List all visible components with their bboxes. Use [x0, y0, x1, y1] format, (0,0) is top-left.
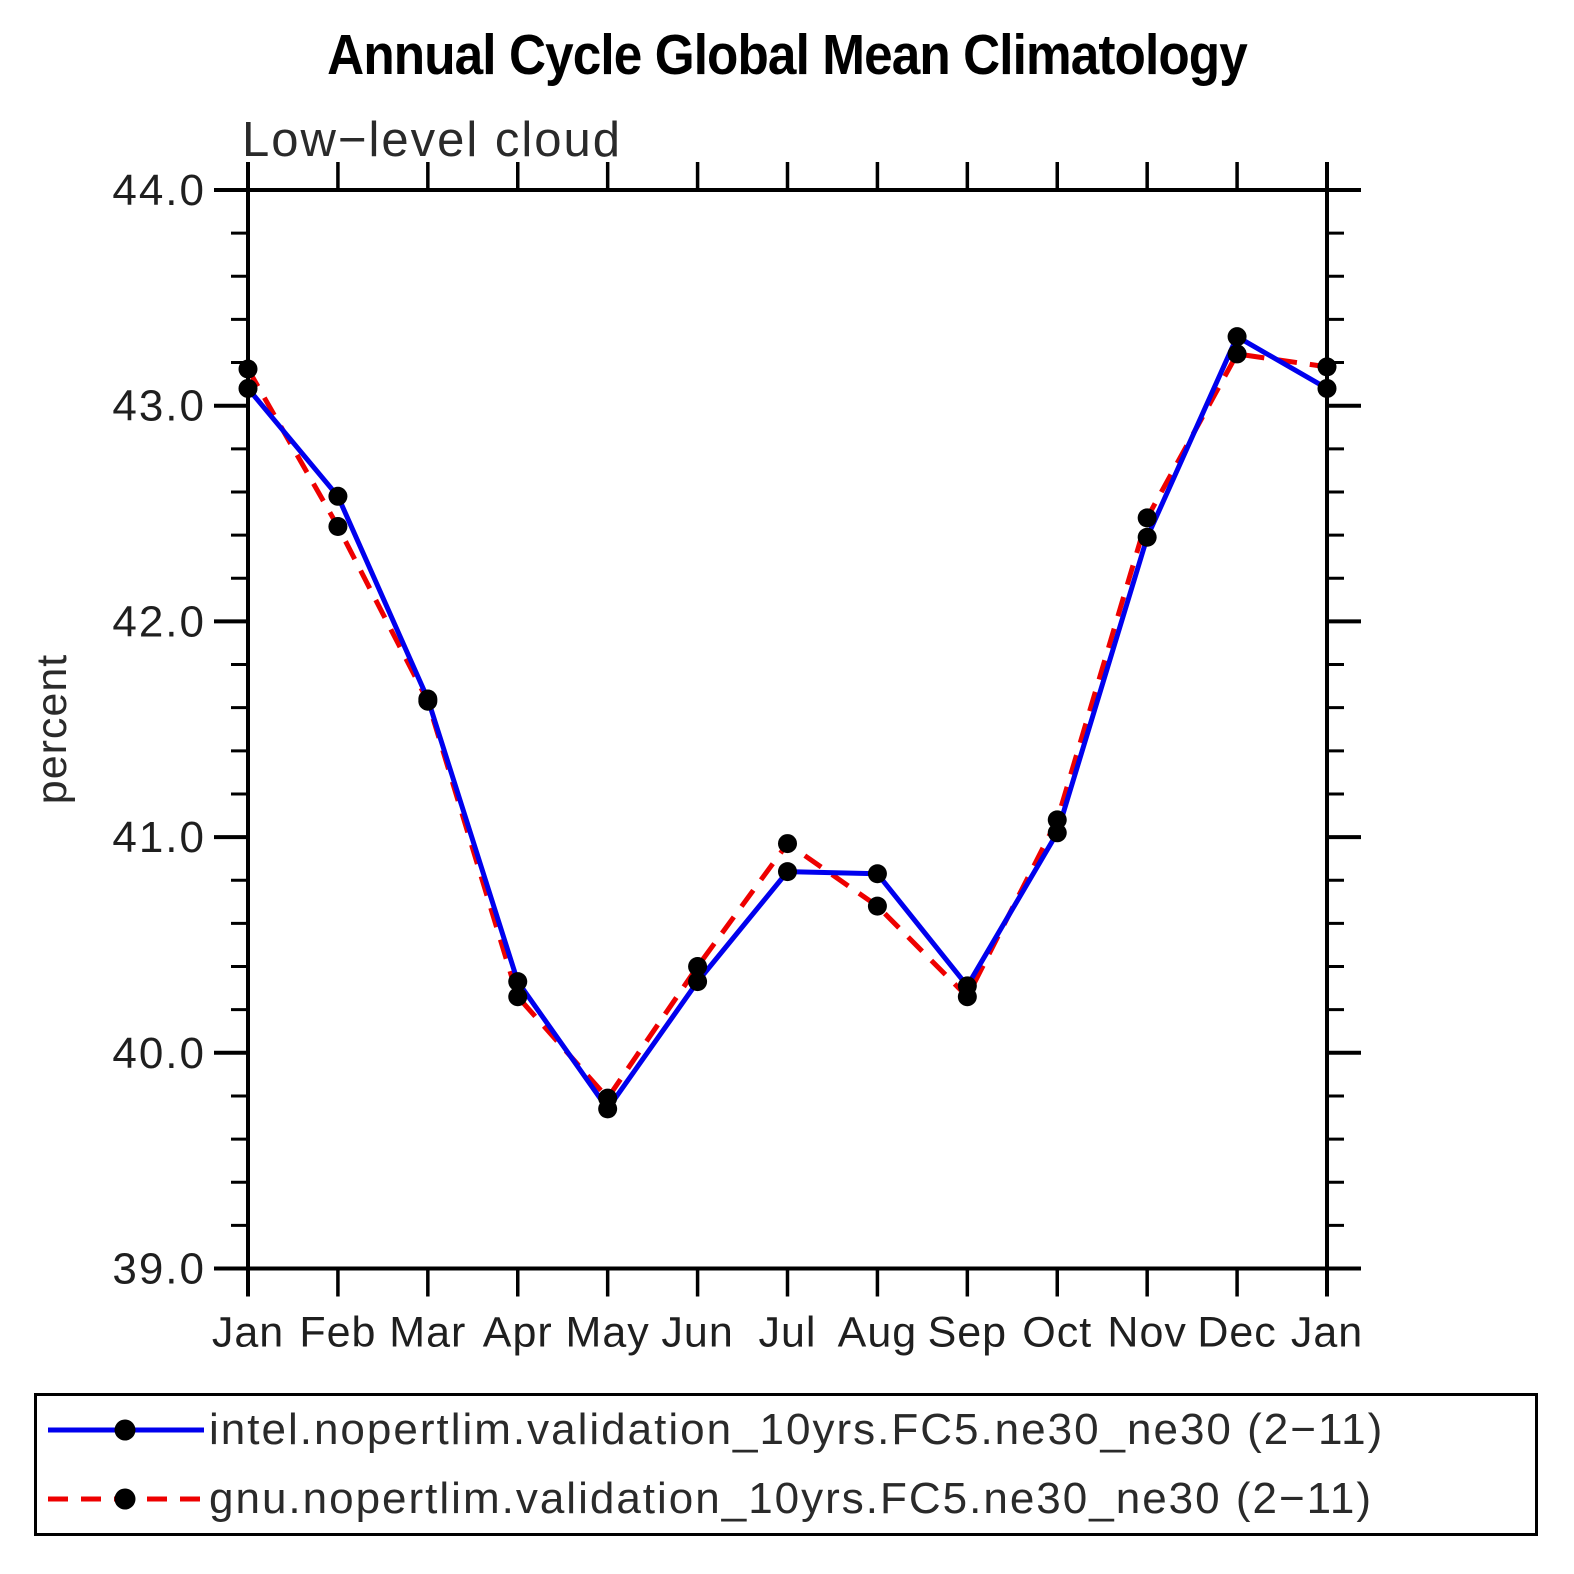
data-point-marker: [508, 972, 528, 992]
data-point-marker: [957, 987, 977, 1007]
data-point-marker: [1227, 344, 1247, 364]
x-tick-label: Jan: [1291, 1309, 1363, 1357]
x-tick-label: Jan: [212, 1309, 284, 1357]
chart-title: Annual Cycle Global Mean Climatology: [327, 23, 1248, 87]
y-tick-label: 39.0: [112, 1245, 206, 1294]
data-point-marker: [418, 691, 438, 711]
legend: intel.nopertlim.validation_10yrs.FC5.ne3…: [34, 1393, 1538, 1536]
y-tick-label: 40.0: [112, 1029, 206, 1078]
y-tick-label: 44.0: [112, 166, 206, 215]
x-tick-label: Mar: [389, 1309, 466, 1357]
legend-sample-marker-1: [114, 1488, 136, 1510]
x-tick-label: Dec: [1197, 1309, 1276, 1357]
series-line-gnu: [245, 351, 1328, 1101]
legend-line-sample-intel: [48, 1419, 204, 1441]
legend-sample-marker-0: [114, 1419, 136, 1441]
data-point-marker: [1137, 527, 1157, 547]
x-tick-label: Jun: [661, 1309, 733, 1357]
legend-item-intel: intel.nopertlim.validation_10yrs.FC5.ne3…: [37, 1399, 1535, 1461]
data-point-marker: [508, 987, 528, 1007]
data-point-marker: [1227, 327, 1247, 347]
legend-label-intel: intel.nopertlim.validation_10yrs.FC5.ne3…: [209, 1405, 1385, 1455]
chart-subtitle: Low−level cloud: [242, 113, 623, 167]
y-tick-label: 41.0: [112, 813, 206, 862]
x-tick-label: Apr: [483, 1309, 553, 1357]
legend-item-gnu: gnu.nopertlim.validation_10yrs.FC5.ne30_…: [37, 1468, 1535, 1530]
data-point-marker: [1317, 378, 1337, 398]
x-tick-label: Sep: [928, 1309, 1008, 1357]
x-tick-label: May: [566, 1309, 650, 1357]
legend-line-sample-gnu: [48, 1488, 204, 1510]
data-point-marker: [1317, 357, 1337, 377]
data-point-marker: [867, 896, 887, 916]
data-point-marker: [238, 378, 258, 398]
data-point-marker: [867, 864, 887, 884]
data-point-marker: [598, 1088, 618, 1108]
x-tick-label: Oct: [1022, 1309, 1092, 1357]
data-point-marker: [328, 516, 348, 536]
data-point-marker: [328, 486, 348, 506]
data-point-marker: [778, 862, 797, 882]
data-point-marker: [238, 359, 258, 379]
data-point-marker: [1047, 810, 1067, 830]
data-point-marker: [1137, 508, 1157, 528]
series-line-intel: [246, 334, 1329, 1112]
x-tick-label: Feb: [299, 1309, 376, 1357]
x-tick-label: Nov: [1107, 1309, 1186, 1357]
data-point-marker: [688, 957, 708, 977]
legend-label-gnu: gnu.nopertlim.validation_10yrs.FC5.ne30_…: [209, 1473, 1373, 1523]
y-tick-label: 42.0: [112, 597, 206, 646]
x-tick-label: Aug: [838, 1309, 918, 1357]
x-tick-label: Jul: [759, 1309, 817, 1357]
y-tick-label: 43.0: [112, 382, 206, 431]
data-point-marker: [688, 972, 708, 992]
data-point-marker: [778, 834, 797, 854]
